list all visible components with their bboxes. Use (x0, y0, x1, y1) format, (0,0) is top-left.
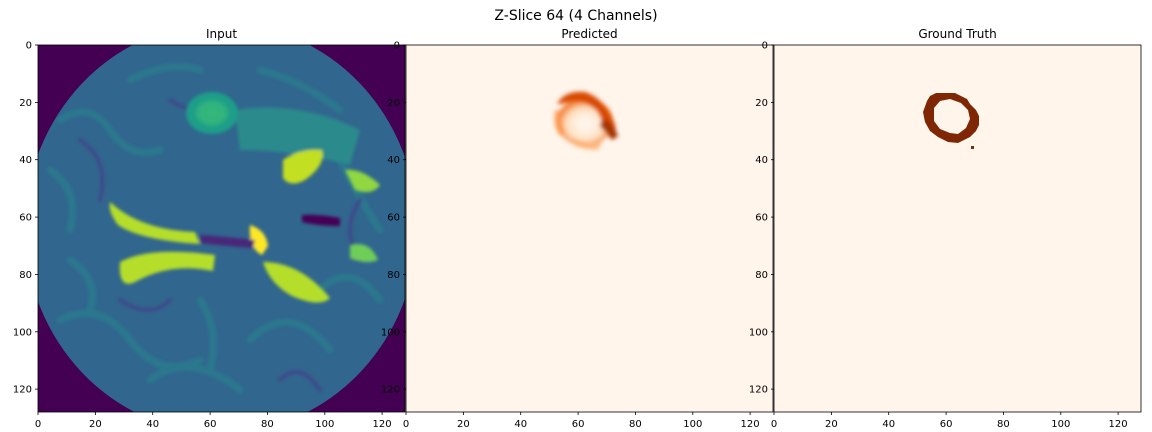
y-tick-label: 20 (19, 98, 32, 109)
x-tick-label: 100 (315, 419, 334, 430)
panel-predicted: Predicted 0 20 40 60 80 100 120 (381, 27, 774, 430)
x-tick-label: 0 (35, 419, 41, 430)
x-tick-label: 20 (825, 419, 838, 430)
x-tick-label: 80 (997, 419, 1010, 430)
y-axis-ground-truth: 0 20 40 60 80 100 120 (749, 41, 774, 396)
y-tick-label: 60 (755, 213, 768, 224)
x-tick-label: 40 (882, 419, 895, 430)
y-tick-label: 120 (381, 385, 400, 396)
y-tick-label: 0 (26, 41, 32, 52)
y-tick-label: 120 (749, 385, 768, 396)
ground-truth-image (774, 45, 1141, 412)
y-tick-label: 20 (755, 98, 768, 109)
figure-title: Z-Slice 64 (4 Channels) (494, 8, 657, 24)
x-tick-label: 20 (89, 419, 102, 430)
panel-input: Input (13, 27, 406, 430)
x-axis-input: 0 20 40 60 80 100 120 (35, 412, 392, 430)
x-tick-label: 100 (1051, 419, 1070, 430)
y-tick-label: 80 (19, 270, 32, 281)
y-tick-label: 20 (387, 98, 400, 109)
y-tick-label: 0 (394, 41, 400, 52)
x-tick-label: 20 (457, 419, 470, 430)
x-tick-label: 60 (204, 419, 217, 430)
x-axis-predicted: 0 20 40 60 80 100 120 (403, 412, 760, 430)
y-tick-label: 0 (762, 41, 768, 52)
x-tick-label: 40 (514, 419, 527, 430)
y-tick-label: 60 (387, 213, 400, 224)
y-tick-label: 60 (19, 213, 32, 224)
y-tick-label: 120 (13, 385, 32, 396)
x-tick-label: 120 (1109, 419, 1128, 430)
x-axis-ground-truth: 0 20 40 60 80 100 120 (771, 412, 1128, 430)
axes-frame-input (37, 44, 406, 413)
y-axis-predicted: 0 20 40 60 80 100 120 (381, 41, 406, 396)
x-tick-label: 80 (261, 419, 274, 430)
y-tick-label: 100 (13, 327, 32, 338)
x-tick-label: 120 (741, 419, 760, 430)
x-tick-label: 80 (629, 419, 642, 430)
y-tick-label: 100 (749, 327, 768, 338)
axes-frame-predicted (405, 44, 774, 413)
y-axis-input: 0 20 40 60 80 100 120 (13, 41, 38, 396)
x-tick-label: 40 (146, 419, 159, 430)
x-tick-label: 0 (771, 419, 777, 430)
y-tick-label: 100 (381, 327, 400, 338)
predicted-tumor-mask (554, 91, 618, 150)
x-tick-label: 120 (373, 419, 392, 430)
x-tick-label: 0 (403, 419, 409, 430)
y-tick-label: 80 (387, 270, 400, 281)
y-tick-label: 40 (19, 155, 32, 166)
input-image (38, 45, 405, 412)
panel-title-input: Input (206, 27, 237, 41)
panel-title-ground-truth: Ground Truth (918, 27, 996, 41)
y-tick-label: 40 (387, 155, 400, 166)
y-tick-label: 80 (755, 270, 768, 281)
x-tick-label: 60 (572, 419, 585, 430)
y-tick-label: 40 (755, 155, 768, 166)
x-tick-label: 100 (683, 419, 702, 430)
ground-truth-tumor-mask (923, 93, 979, 149)
axes-frame-ground-truth (773, 44, 1142, 413)
panel-ground-truth: Ground Truth 0 20 40 60 80 100 120 (749, 27, 1142, 430)
x-tick-label: 60 (940, 419, 953, 430)
panel-title-predicted: Predicted (561, 27, 617, 41)
